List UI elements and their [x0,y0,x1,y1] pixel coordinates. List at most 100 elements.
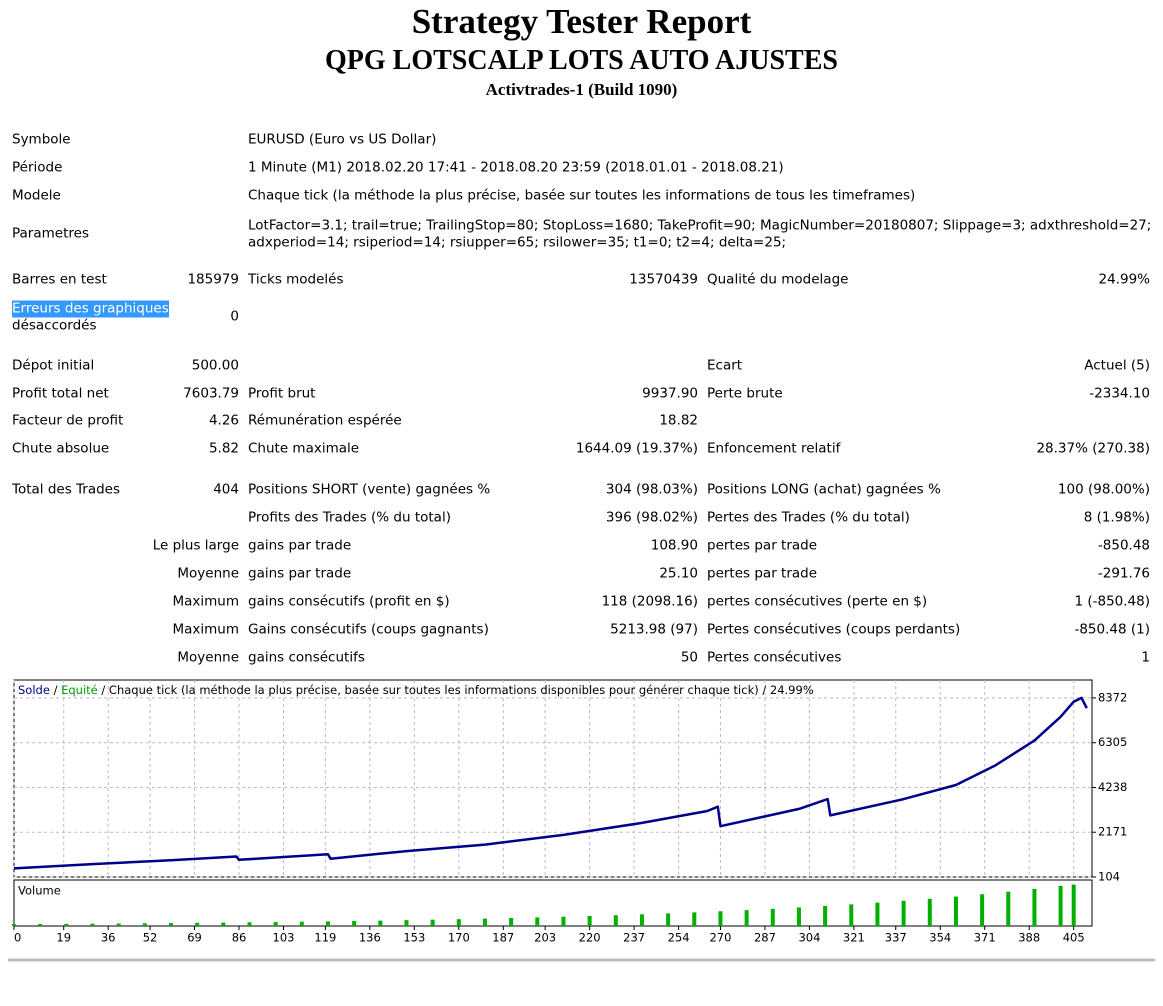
stat-label: Dépot initial [12,357,95,374]
x-tick-label: 170 [448,931,470,945]
balance-line [13,696,1088,870]
stat-label: Profit brut [248,385,316,402]
x-tick-label: 52 [143,931,158,945]
x-tick-label: 220 [579,931,601,945]
stat-label: gains consécutifs (profit en $) [248,593,450,610]
stat-value: Moyenne [177,565,239,582]
stat-label: Chute maximale [248,440,360,457]
stat-value: -2334.10 [1089,385,1150,402]
x-tick-label: 103 [273,931,295,945]
stat-label: gains par trade [248,565,352,582]
legend-separator: / [54,683,58,697]
x-tick-label: 19 [56,931,71,945]
volume-bar [247,922,252,926]
stat-value: 28.37% (270.38) [1036,440,1150,457]
volume-bar [901,900,906,926]
stat-label: pertes par trade [707,565,818,582]
x-tick-label: 254 [668,931,690,945]
stat-value: Moyenne [177,649,239,666]
stat-label: Barres en test [12,271,107,288]
stat-value: 5.82 [208,440,239,457]
x-tick-label: 304 [798,931,820,945]
volume-bar [456,919,461,926]
x-tick-label: 388 [1018,931,1040,945]
volume-bar [273,922,278,926]
stat-label: Ecart [707,357,743,374]
x-tick-label: 187 [492,931,514,945]
volume-bar [168,923,173,926]
stat-label: pertes consécutives (perte en $) [707,593,928,610]
stat-label: Ticks modelés [248,271,344,288]
volume-bar [299,921,304,926]
stat-value: 396 (98.02%) [605,509,698,526]
info-label: Parametres [12,225,89,242]
stat-value: Le plus large [152,537,239,554]
stat-value: 0 [230,308,239,325]
volume-bar [1071,884,1076,926]
volume-label: Volume [18,884,61,898]
stat-value: 1 (-850.48) [1074,593,1150,610]
y-tick-label: 104 [1098,870,1120,884]
stat-label: Facteur de profit [12,412,124,429]
volume-bar [325,921,330,926]
volume-bar [666,913,671,926]
stat-value: 24.99% [1098,271,1150,288]
volume-bar [404,920,409,926]
stat-label: Pertes consécutives [707,649,842,666]
stat-label: Erreurs des graphiques [12,300,169,317]
volume-bar [796,907,801,926]
volume-bar [352,920,357,926]
legend: Solde / Equité / Chaque tick (la méthode… [18,683,814,697]
volume-bar [12,924,16,926]
x-tick-label: 321 [843,931,865,945]
y-tick-label: 4238 [1098,780,1127,794]
volume-bar [38,924,43,926]
stat-value: 50 [680,649,698,666]
x-tick-label: 153 [403,931,425,945]
stat-value: 108.90 [650,537,698,554]
stat-label: Total des Trades [12,481,121,498]
stat-value: 404 [213,481,239,498]
info-label: Modele [12,187,61,204]
x-tick-label: 119 [314,931,336,945]
volume-bar [980,894,985,926]
info-label: Symbole [12,131,71,148]
volume-bar [482,918,487,926]
volume-bar [770,908,775,926]
x-tick-label: 337 [885,931,907,945]
stat-value: 304 (98.03%) [605,481,698,498]
volume-bar [927,898,932,926]
x-tick-label: 86 [232,931,247,945]
stat-value: 1 [1141,649,1150,666]
stat-value: 500.00 [191,357,239,374]
x-tick-label: 36 [101,931,116,945]
stat-label: Pertes consécutives (coups perdants) [707,621,961,638]
y-tick-label: 8372 [1098,690,1127,704]
volume-bar [587,916,592,926]
stat-label: Perte brute [707,385,783,402]
stat-value: Maximum [172,593,239,610]
stat-value: Actuel (5) [1084,357,1150,374]
x-tick-label: 287 [754,931,776,945]
stat-value: 118 (2098.16) [601,593,698,610]
stat-value: 7603.79 [183,385,239,402]
volume-frame [13,879,1093,927]
info-value: LotFactor=3.1; trail=true; TrailingStop=… [248,217,1152,233]
stat-value: 5213.98 (97) [610,621,698,638]
stat-label: Rémunération espérée [248,412,402,429]
subtitle: QPG LOTSCALP LOTS AUTO AJUSTES [325,45,838,76]
stat-value: -850.48 (1) [1074,621,1150,638]
stat-value: 185979 [187,271,239,288]
x-tick-label: 270 [709,931,731,945]
stat-value: 8 (1.98%) [1083,509,1150,526]
info-value: EURUSD (Euro vs US Dollar) [248,131,437,148]
stat-label: gains consécutifs [248,649,365,666]
info-value: Chaque tick (la méthode la plus précise,… [248,187,916,204]
volume-bar [639,914,644,926]
stat-value: 18.82 [659,412,698,429]
volume-bar [64,923,69,926]
legend-entry: Solde [18,683,50,697]
x-tick-label: 405 [1063,931,1085,945]
x-tick-label: 136 [359,931,381,945]
